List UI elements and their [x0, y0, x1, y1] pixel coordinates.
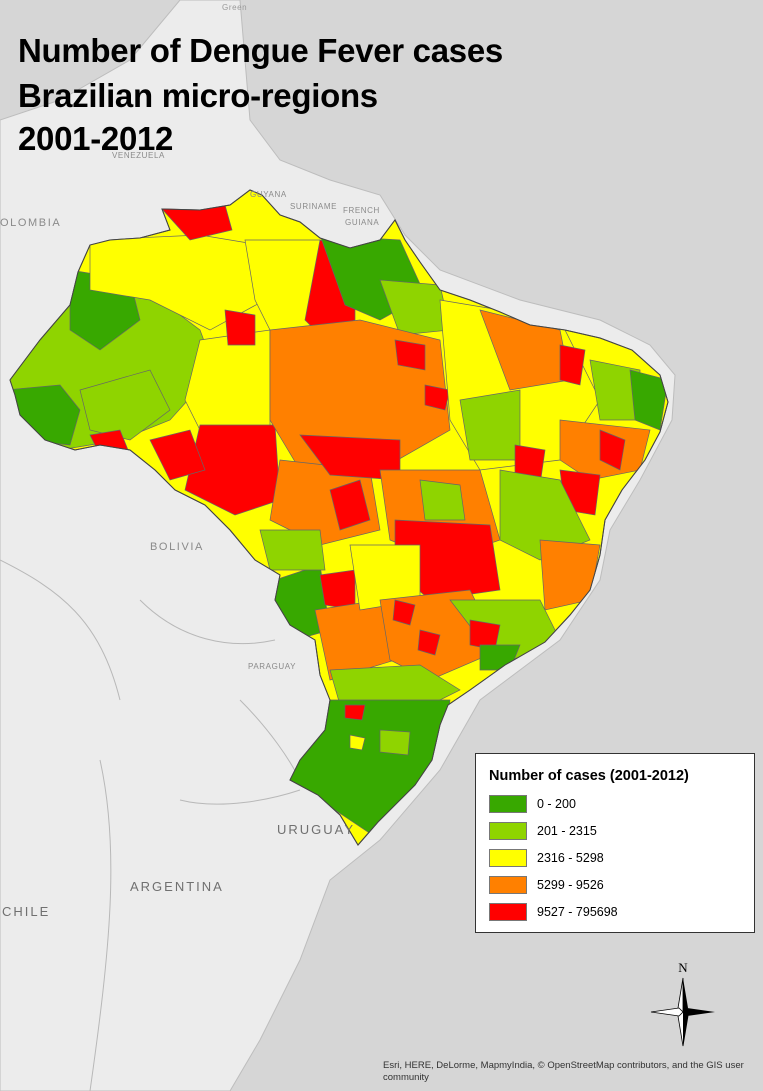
map-title-line-1: Number of Dengue Fever cases: [18, 32, 503, 69]
west-needle: [650, 1007, 684, 1017]
legend-item: 0 - 200: [489, 795, 576, 813]
legend-title: Number of cases (2001-2012): [489, 768, 689, 784]
region-south-yellow[interactable]: [349, 734, 366, 751]
region-red-para-2[interactable]: [424, 384, 451, 411]
label-suriname: SURINAME: [290, 202, 338, 211]
legend-label: 201 - 2315: [537, 824, 597, 838]
region-ne-green-1[interactable]: [459, 389, 521, 461]
label-guyana: GUYANA: [250, 190, 287, 199]
legend-label: 5299 - 9526: [537, 878, 604, 892]
legend-item: 9527 - 795698: [489, 903, 618, 921]
region-red-se-3[interactable]: [392, 599, 416, 626]
legend-item: 2316 - 5298: [489, 849, 604, 867]
legend-item: 5299 - 9526: [489, 876, 604, 894]
legend-label: 9527 - 795698: [537, 905, 618, 919]
brazil-border: [9, 189, 669, 846]
region-ms-green-2[interactable]: [259, 529, 326, 571]
region-red-rondonia[interactable]: [184, 424, 281, 516]
legend-label: 0 - 200: [537, 797, 576, 811]
label-colombia: OLOMBIA: [0, 217, 62, 229]
region-red-ms[interactable]: [319, 569, 356, 611]
region-red-se-2[interactable]: [417, 629, 441, 656]
legend-swatch: [489, 903, 527, 921]
region-red-west-2[interactable]: [149, 429, 206, 481]
legend-swatch: [489, 822, 527, 840]
region-red-manaus[interactable]: [224, 309, 256, 346]
legend-item: 201 - 2315: [489, 822, 597, 840]
country-borders: [0, 559, 301, 1091]
region-red-mt-2[interactable]: [329, 479, 371, 531]
label-french-guiana-1: FRENCH: [343, 206, 380, 215]
legend-swatch: [489, 876, 527, 894]
region-red-south-1[interactable]: [344, 704, 366, 721]
label-greenland-fragment: Green: [222, 3, 248, 12]
north-arrow-icon: N: [650, 960, 715, 1047]
label-chile: CHILE: [2, 904, 51, 919]
attribution-text: Esri, HERE, DeLorme, MapmyIndia, © OpenS…: [383, 1060, 744, 1083]
label-uruguay: URUGUAY: [277, 822, 356, 837]
south-needle-dark: [683, 1012, 688, 1046]
region-west-green-4[interactable]: [79, 369, 171, 441]
label-argentina: ARGENTINA: [130, 879, 224, 894]
region-red-ne-1[interactable]: [559, 344, 586, 386]
east-needle: [683, 1008, 715, 1016]
label-french-guiana-2: GUIANA: [345, 218, 380, 227]
north-arrow-label: N: [678, 960, 688, 975]
legend-swatch: [489, 849, 527, 867]
north-arrow-needle-light: [677, 977, 684, 1013]
label-paraguay: PARAGUAY: [248, 662, 297, 671]
map-title-line-2: Brazilian micro-regions: [18, 77, 378, 114]
region-south-green-2[interactable]: [379, 729, 411, 756]
label-venezuela: VENEZUELA: [112, 151, 165, 160]
legend: Number of cases (2001-2012) 0 - 200 201 …: [475, 753, 755, 933]
label-bolivia: BOLIVIA: [150, 541, 204, 553]
region-red-ne-2[interactable]: [599, 429, 626, 471]
legend-swatch: [489, 795, 527, 813]
region-red-para-1[interactable]: [394, 339, 426, 371]
legend-label: 2316 - 5298: [537, 851, 604, 865]
region-ne-green-3[interactable]: [629, 369, 668, 431]
map-title-line-3: 2001-2012: [18, 120, 174, 157]
region-goias-green[interactable]: [419, 479, 466, 521]
